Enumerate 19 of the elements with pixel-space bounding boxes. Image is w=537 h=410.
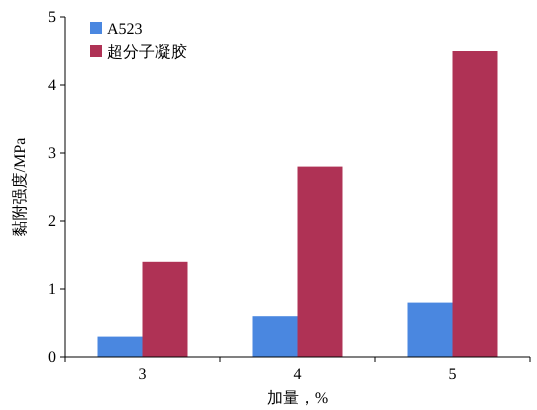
x-axis-title: 加量，%: [266, 389, 328, 407]
y-tick-label: 3: [48, 145, 56, 162]
y-tick-label: 4: [48, 77, 56, 94]
y-axis-title: 黏附强度/MPa: [11, 138, 29, 236]
bar: [408, 302, 452, 357]
legend-label: A523: [107, 21, 143, 38]
bar: [452, 51, 498, 357]
bar: [98, 336, 142, 357]
x-tick-label: 5: [448, 366, 456, 383]
bar: [142, 262, 188, 357]
y-tick-label: 1: [48, 281, 56, 298]
y-tick-label: 5: [48, 9, 56, 26]
y-tick-label: 0: [48, 349, 56, 366]
x-tick-label: 4: [294, 366, 302, 383]
bar: [252, 316, 298, 357]
y-tick-label: 2: [48, 213, 56, 230]
legend-label: 超分子凝胶: [107, 43, 187, 61]
x-tick-label: 3: [138, 366, 146, 383]
bar: [298, 166, 342, 357]
